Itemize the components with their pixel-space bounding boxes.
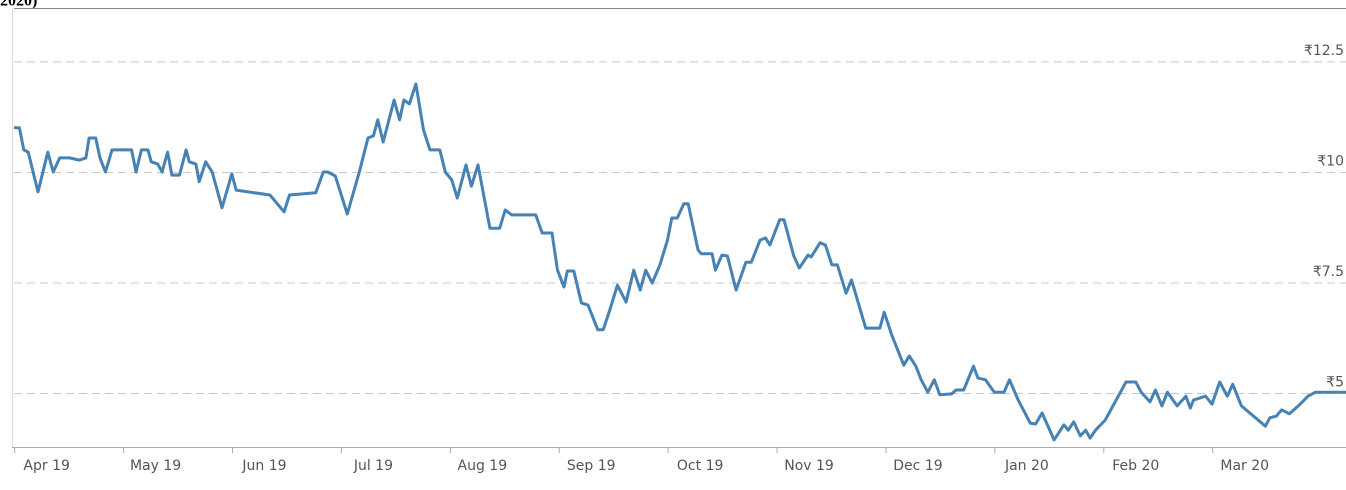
y-tick-label: ₹12.5: [1304, 43, 1344, 59]
y-tick-label: ₹7.5: [1313, 264, 1344, 280]
x-tick-label: Dec 19: [893, 458, 942, 474]
x-tick-label: May 19: [130, 458, 181, 474]
x-tick-label: Mar 20: [1220, 458, 1269, 474]
x-tick-label: Apr 19: [23, 458, 69, 474]
x-tick-label: Nov 19: [784, 458, 834, 474]
y-tick-label: ₹10: [1317, 153, 1344, 169]
x-tick-label: Oct 19: [677, 458, 723, 474]
x-tick-label: Jan 20: [1004, 458, 1049, 474]
chart-title: 2020): [0, 0, 37, 10]
x-tick-label: Feb 20: [1112, 458, 1159, 474]
y-tick-label: ₹5: [1326, 375, 1344, 391]
x-tick-label: Jul 19: [353, 458, 393, 474]
x-tick-label: Aug 19: [458, 458, 508, 474]
x-tick-label: Jun 19: [241, 458, 286, 474]
x-tick-label: Sep 19: [567, 458, 616, 474]
price-line: [14, 82, 1346, 442]
